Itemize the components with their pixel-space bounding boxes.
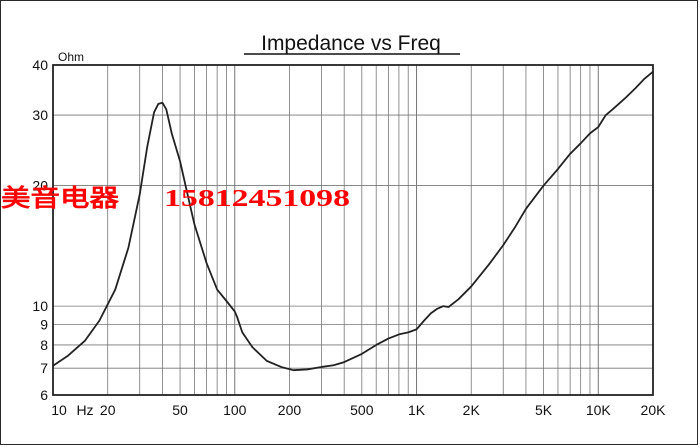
- x-tick-label: 10: [51, 402, 67, 418]
- x-tick-label: 5K: [535, 402, 553, 418]
- y-tick-label: 30: [32, 107, 48, 123]
- watermark-brand-text: 美音电器: [1, 184, 120, 212]
- y-tick-label: 9: [40, 316, 48, 332]
- impedance-curve: [52, 70, 654, 372]
- y-tick-label: 10: [32, 298, 48, 314]
- y-tick-label: 7: [40, 360, 48, 376]
- y-tick-label: 40: [32, 57, 48, 73]
- x-tick-label: 500: [350, 402, 374, 418]
- x-tick-label: 10K: [586, 402, 612, 418]
- x-tick-label: 20K: [641, 402, 667, 418]
- x-tick-label: 200: [278, 402, 302, 418]
- x-tick-label: 2K: [463, 402, 481, 418]
- y-tick-label: 8: [40, 337, 48, 353]
- y-axis-tick-labels: 40 30 20 10 9 8 7 6: [32, 57, 48, 403]
- x-tick-label: 50: [172, 402, 188, 418]
- x-tick-label: 100: [223, 402, 247, 418]
- x-tick-label: 20: [100, 402, 116, 418]
- chart-title: Impedance vs Freq: [261, 32, 441, 55]
- watermark-phone-text: 15812451098: [164, 186, 350, 212]
- y-tick-label: 20: [32, 178, 48, 194]
- series-layer: [52, 70, 654, 372]
- grid-lines: [53, 65, 653, 395]
- plot-area-border: [52, 64, 654, 396]
- x-axis-tick-labels: 10 Hz 20 50 100 200 500 1K 2K 5K 10K 20K: [51, 402, 666, 418]
- y-tick-label: 6: [40, 387, 48, 403]
- x-tick-label: Hz: [76, 402, 93, 418]
- x-tick-label: 1K: [408, 402, 426, 418]
- y-axis-unit-label: Ohm: [58, 50, 84, 64]
